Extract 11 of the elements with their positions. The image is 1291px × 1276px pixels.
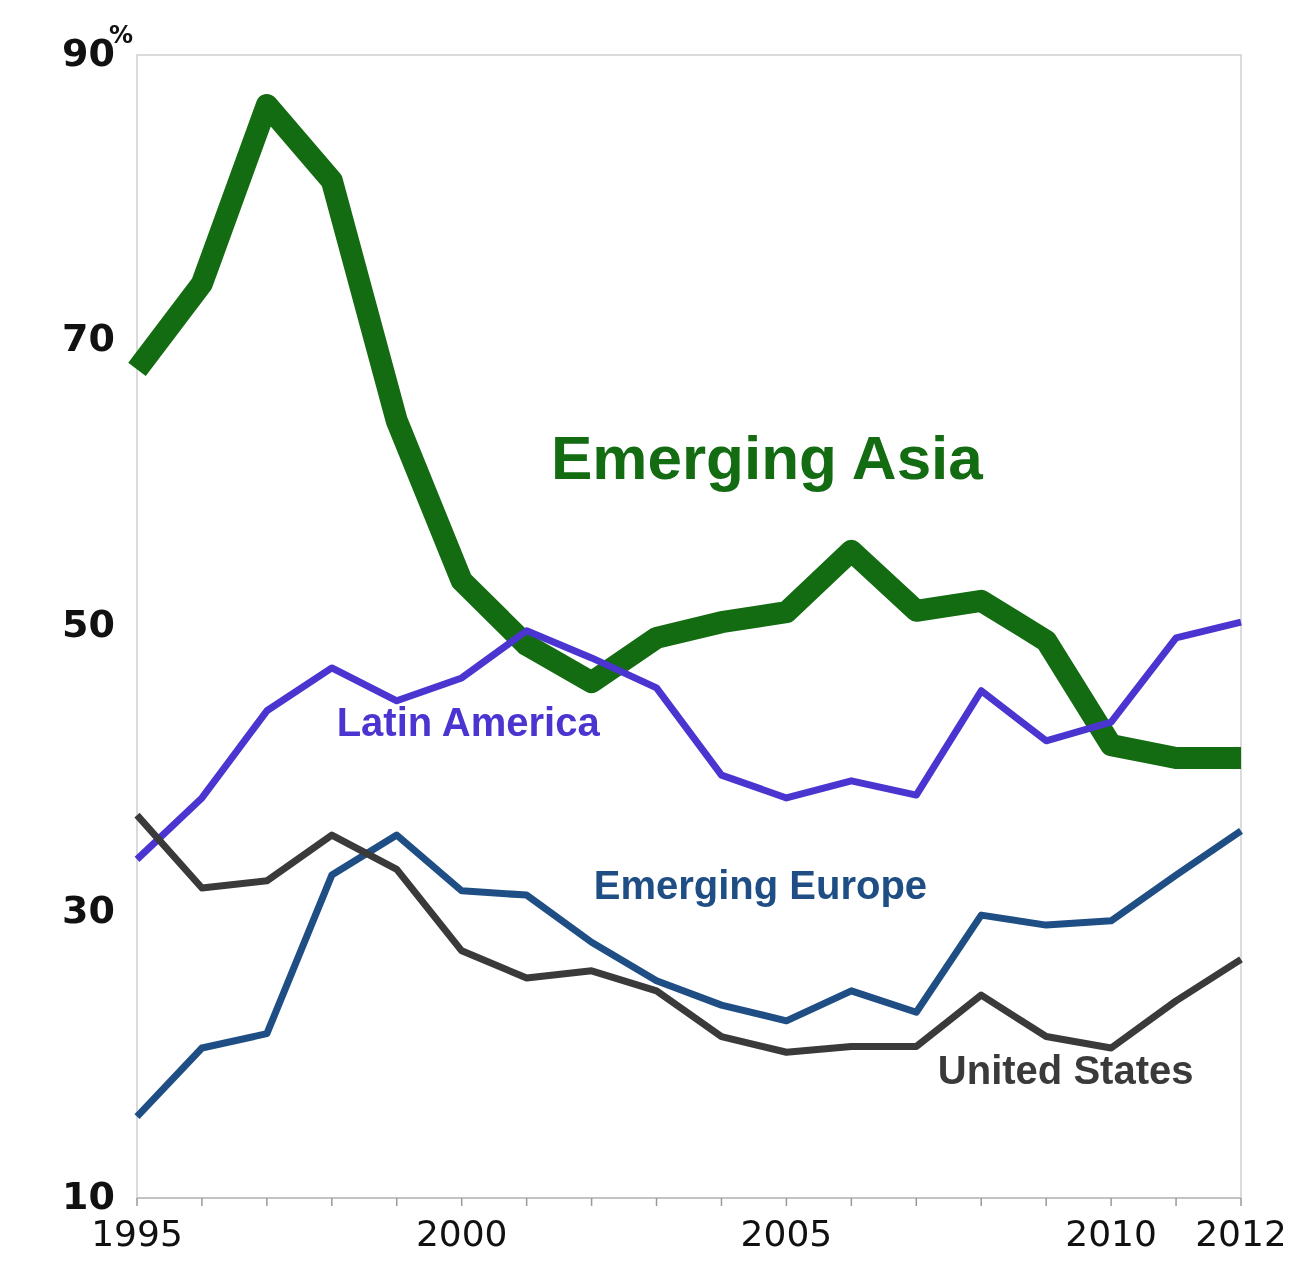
- x-tick-label: 2010: [1065, 1213, 1157, 1254]
- x-tick-label: 2012: [1195, 1213, 1287, 1254]
- series-label: United States: [937, 1048, 1194, 1093]
- y-tick-label: 50: [62, 602, 115, 646]
- series-label: Emerging Europe: [593, 862, 928, 907]
- series-label: Latin America: [336, 699, 601, 744]
- x-tick-label: 2000: [415, 1213, 508, 1254]
- y-tick-label: 70: [62, 316, 115, 361]
- series-label: Emerging Asia: [551, 422, 984, 492]
- y-tick-label: 30: [62, 887, 115, 932]
- x-tick-label: 2005: [740, 1213, 833, 1254]
